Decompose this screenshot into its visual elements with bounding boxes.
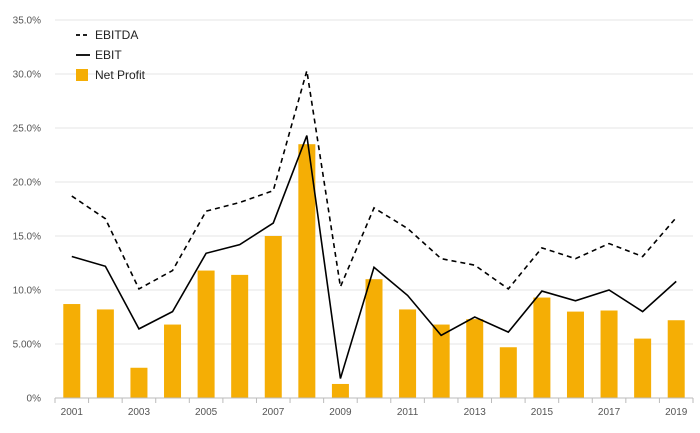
legend-label: EBIT xyxy=(95,48,122,62)
line-ebit xyxy=(71,135,677,379)
legend-item-ebitda: EBITDA xyxy=(76,28,138,42)
bar-net-profit-2009 xyxy=(331,383,349,398)
bar-net-profit-2002 xyxy=(96,309,114,398)
line-series xyxy=(71,70,677,379)
y-tick-label: 5.00% xyxy=(13,340,41,351)
bar-net-profit-2017 xyxy=(600,310,618,398)
bar-net-profit-2010 xyxy=(365,279,383,398)
y-tick-label: 35.0% xyxy=(13,16,41,27)
x-tick-label: 2005 xyxy=(195,407,218,418)
x-axis-ticks: 2001 2003 2005 2007 2009 2011 2013 2015 2017 2019 xyxy=(54,398,694,418)
bar-net-profit-2007 xyxy=(264,236,282,398)
bar-net-profit-2014 xyxy=(499,347,517,398)
net-profit-bars xyxy=(63,144,685,398)
bar-net-profit-2016 xyxy=(566,311,584,398)
legend-item-ebit: EBIT xyxy=(76,48,122,62)
legend-item-net-profit: Net Profit xyxy=(76,68,146,82)
x-tick-label: 2011 xyxy=(397,407,419,418)
grid xyxy=(55,19,693,345)
bar-net-profit-2018 xyxy=(634,338,652,398)
x-tick-label: 2003 xyxy=(128,407,151,418)
bar-net-profit-2003 xyxy=(130,367,148,398)
legend: EBITDA EBIT Net Profit xyxy=(76,28,146,82)
y-axis-ticks: 0% 5.00% 10.0% 15.0% 20.0% 25.0% 30.0% 35.0% xyxy=(13,16,41,405)
line-ebitda xyxy=(71,70,677,291)
bar-net-profit-2005 xyxy=(197,270,215,398)
x-tick-label: 2001 xyxy=(61,407,84,418)
legend-label: Net Profit xyxy=(95,68,146,82)
x-tick-label: 2007 xyxy=(262,407,285,418)
bar-net-profit-2015 xyxy=(533,297,551,398)
y-tick-label: 10.0% xyxy=(13,286,41,297)
y-tick-label: 15.0% xyxy=(13,232,41,243)
bar-net-profit-2019 xyxy=(667,320,685,398)
bar-net-profit-2004 xyxy=(164,324,182,398)
bar-net-profit-2013 xyxy=(466,319,484,398)
x-tick-label: 2009 xyxy=(329,407,352,418)
x-tick-label: 2013 xyxy=(464,407,487,418)
legend-label: EBITDA xyxy=(95,28,138,42)
x-tick-label: 2017 xyxy=(598,407,621,418)
y-tick-label: 20.0% xyxy=(13,178,41,189)
y-tick-label: 0% xyxy=(27,394,42,405)
y-tick-label: 25.0% xyxy=(13,124,41,135)
x-tick-label: 2019 xyxy=(665,407,688,418)
bar-net-profit-2011 xyxy=(399,309,417,398)
legend-swatch xyxy=(76,69,88,81)
x-tick-label: 2015 xyxy=(531,407,554,418)
bar-net-profit-2012 xyxy=(432,324,450,398)
bar-net-profit-2001 xyxy=(63,304,81,398)
y-tick-label: 30.0% xyxy=(13,70,41,81)
bar-net-profit-2008 xyxy=(298,144,316,398)
bar-net-profit-2006 xyxy=(231,274,249,398)
